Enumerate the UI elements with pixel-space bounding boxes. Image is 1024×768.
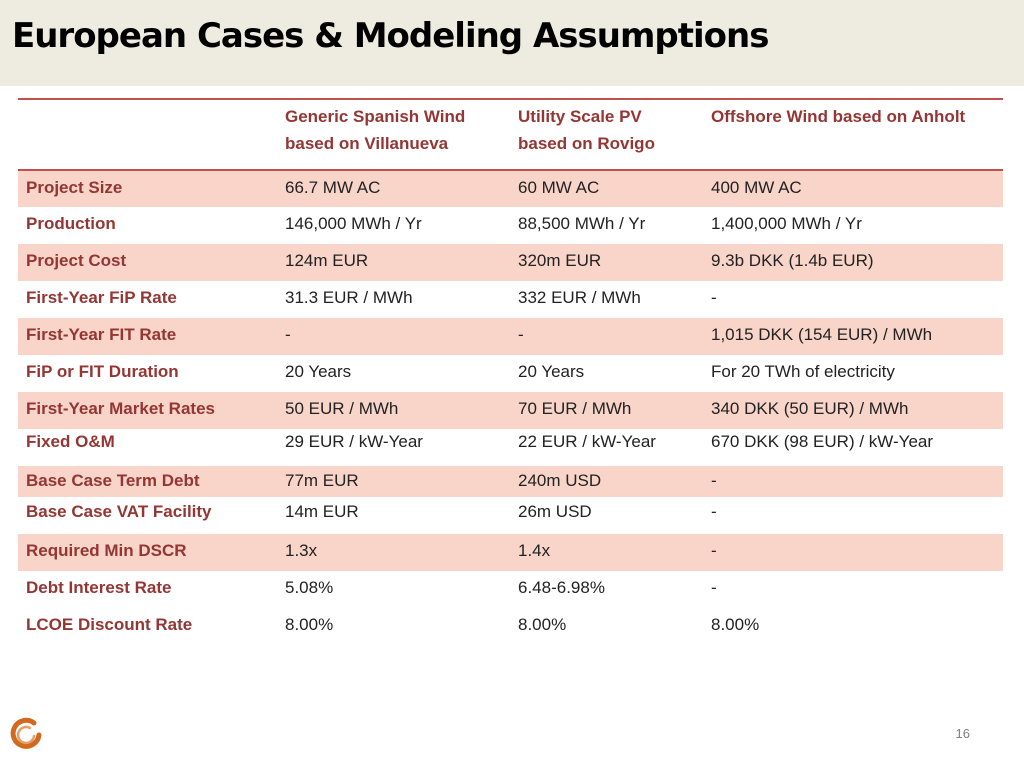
- table-cell: 5.08%: [285, 578, 334, 597]
- page-number: 16: [955, 726, 970, 741]
- table-cell: 50 EUR / MWh: [277, 392, 510, 429]
- table-row-fixed-om: Fixed O&M 29 EUR / kW-Year 22 EUR / kW-Y…: [18, 429, 1003, 466]
- table-cell: -: [711, 578, 717, 597]
- header-spanish-wind: Generic Spanish Wind based on Villanueva: [285, 107, 466, 153]
- table-row-project-size: Project Size 66.7 MW AC 60 MW AC 400 MW …: [18, 170, 1003, 207]
- table-cell: 26m USD: [518, 502, 592, 521]
- table-cell: 146,000 MWh / Yr: [285, 214, 422, 233]
- row-label: Project Cost: [18, 244, 277, 281]
- table-cell: -: [711, 288, 717, 307]
- table-cell: 8.00%: [518, 615, 567, 634]
- table-row-term-debt: Base Case Term Debt 77m EUR 240m USD -: [18, 466, 1003, 497]
- row-label: Project Size: [18, 170, 277, 207]
- table-cell: 6.48-6.98%: [518, 578, 605, 597]
- row-label: LCOE Discount Rate: [26, 615, 193, 634]
- row-label: FiP or FIT Duration: [26, 362, 179, 381]
- title-bar: European Cases & Modeling Assumptions: [0, 0, 1024, 86]
- row-label: First-Year FIT Rate: [18, 318, 277, 355]
- table-row-project-cost: Project Cost 124m EUR 320m EUR 9.3b DKK …: [18, 244, 1003, 281]
- table-row-production: Production 146,000 MWh / Yr 88,500 MWh /…: [18, 207, 1003, 244]
- table-cell: 340 DKK (50 EUR) / MWh: [703, 392, 1003, 429]
- table-cell: 60 MW AC: [510, 170, 703, 207]
- table-cell: 20 Years: [518, 362, 585, 381]
- table-cell: 77m EUR: [277, 466, 510, 497]
- table-cell: For 20 TWh of electricity: [711, 362, 895, 381]
- header-blank-cell: [18, 99, 277, 170]
- table-row-discount-rate: LCOE Discount Rate 8.00% 8.00% 8.00%: [18, 608, 1003, 645]
- table-cell: 29 EUR / kW-Year: [285, 432, 423, 451]
- row-label: Production: [26, 214, 116, 233]
- table-cell: 8.00%: [285, 615, 334, 634]
- header-offshore-wind: Offshore Wind based on Anholt: [711, 107, 966, 126]
- table-cell: -: [703, 466, 1003, 497]
- table-row-market-rates: First-Year Market Rates 50 EUR / MWh 70 …: [18, 392, 1003, 429]
- row-label: First-Year FiP Rate: [26, 288, 177, 307]
- row-label: Fixed O&M: [26, 432, 115, 451]
- table-cell: 70 EUR / MWh: [510, 392, 703, 429]
- row-label: Base Case VAT Facility: [26, 502, 212, 521]
- table-cell: 22 EUR / kW-Year: [518, 432, 656, 451]
- table-cell: 332 EUR / MWh: [518, 288, 641, 307]
- table-row-min-dscr: Required Min DSCR 1.3x 1.4x -: [18, 534, 1003, 571]
- table-row-fip-rate: First-Year FiP Rate 31.3 EUR / MWh 332 E…: [18, 281, 1003, 318]
- table-cell: -: [703, 534, 1003, 571]
- row-label: Base Case Term Debt: [18, 466, 277, 497]
- table-cell: 66.7 MW AC: [277, 170, 510, 207]
- table-row-duration: FiP or FIT Duration 20 Years 20 Years Fo…: [18, 355, 1003, 392]
- slide-title: European Cases & Modeling Assumptions: [12, 16, 769, 56]
- row-label: Required Min DSCR: [18, 534, 277, 571]
- table-cell: 14m EUR: [285, 502, 359, 521]
- table-cell: -: [277, 318, 510, 355]
- table-cell: 1.3x: [277, 534, 510, 571]
- table-cell: 20 Years: [285, 362, 352, 381]
- table-row-fit-rate: First-Year FIT Rate - - 1,015 DKK (154 E…: [18, 318, 1003, 355]
- table-cell: 124m EUR: [277, 244, 510, 281]
- table-cell: 1.4x: [510, 534, 703, 571]
- table-row-interest-rate: Debt Interest Rate 5.08% 6.48-6.98% -: [18, 571, 1003, 608]
- table-cell: 320m EUR: [510, 244, 703, 281]
- table-cell: -: [510, 318, 703, 355]
- table-cell: 8.00%: [711, 615, 760, 634]
- row-label: First-Year Market Rates: [18, 392, 277, 429]
- table-cell: 1,015 DKK (154 EUR) / MWh: [703, 318, 1003, 355]
- table-cell: 1,400,000 MWh / Yr: [711, 214, 862, 233]
- assumptions-table: Generic Spanish Wind based on Villanueva…: [18, 98, 1003, 645]
- table-cell: 88,500 MWh / Yr: [518, 214, 646, 233]
- circular-arc-logo-icon: [4, 712, 48, 756]
- header-utility-pv: Utility Scale PV based on Rovigo: [518, 107, 655, 153]
- table-cell: 400 MW AC: [703, 170, 1003, 207]
- table-row-vat-facility: Base Case VAT Facility 14m EUR 26m USD -: [18, 497, 1003, 534]
- table-cell: -: [711, 502, 717, 521]
- table-cell: 240m USD: [510, 466, 703, 497]
- row-label: Debt Interest Rate: [26, 578, 172, 597]
- table-header-row: Generic Spanish Wind based on Villanueva…: [18, 99, 1003, 170]
- table-cell: 9.3b DKK (1.4b EUR): [703, 244, 1003, 281]
- table-cell: 31.3 EUR / MWh: [285, 288, 413, 307]
- table-cell: 670 DKK (98 EUR) / kW-Year: [711, 432, 934, 451]
